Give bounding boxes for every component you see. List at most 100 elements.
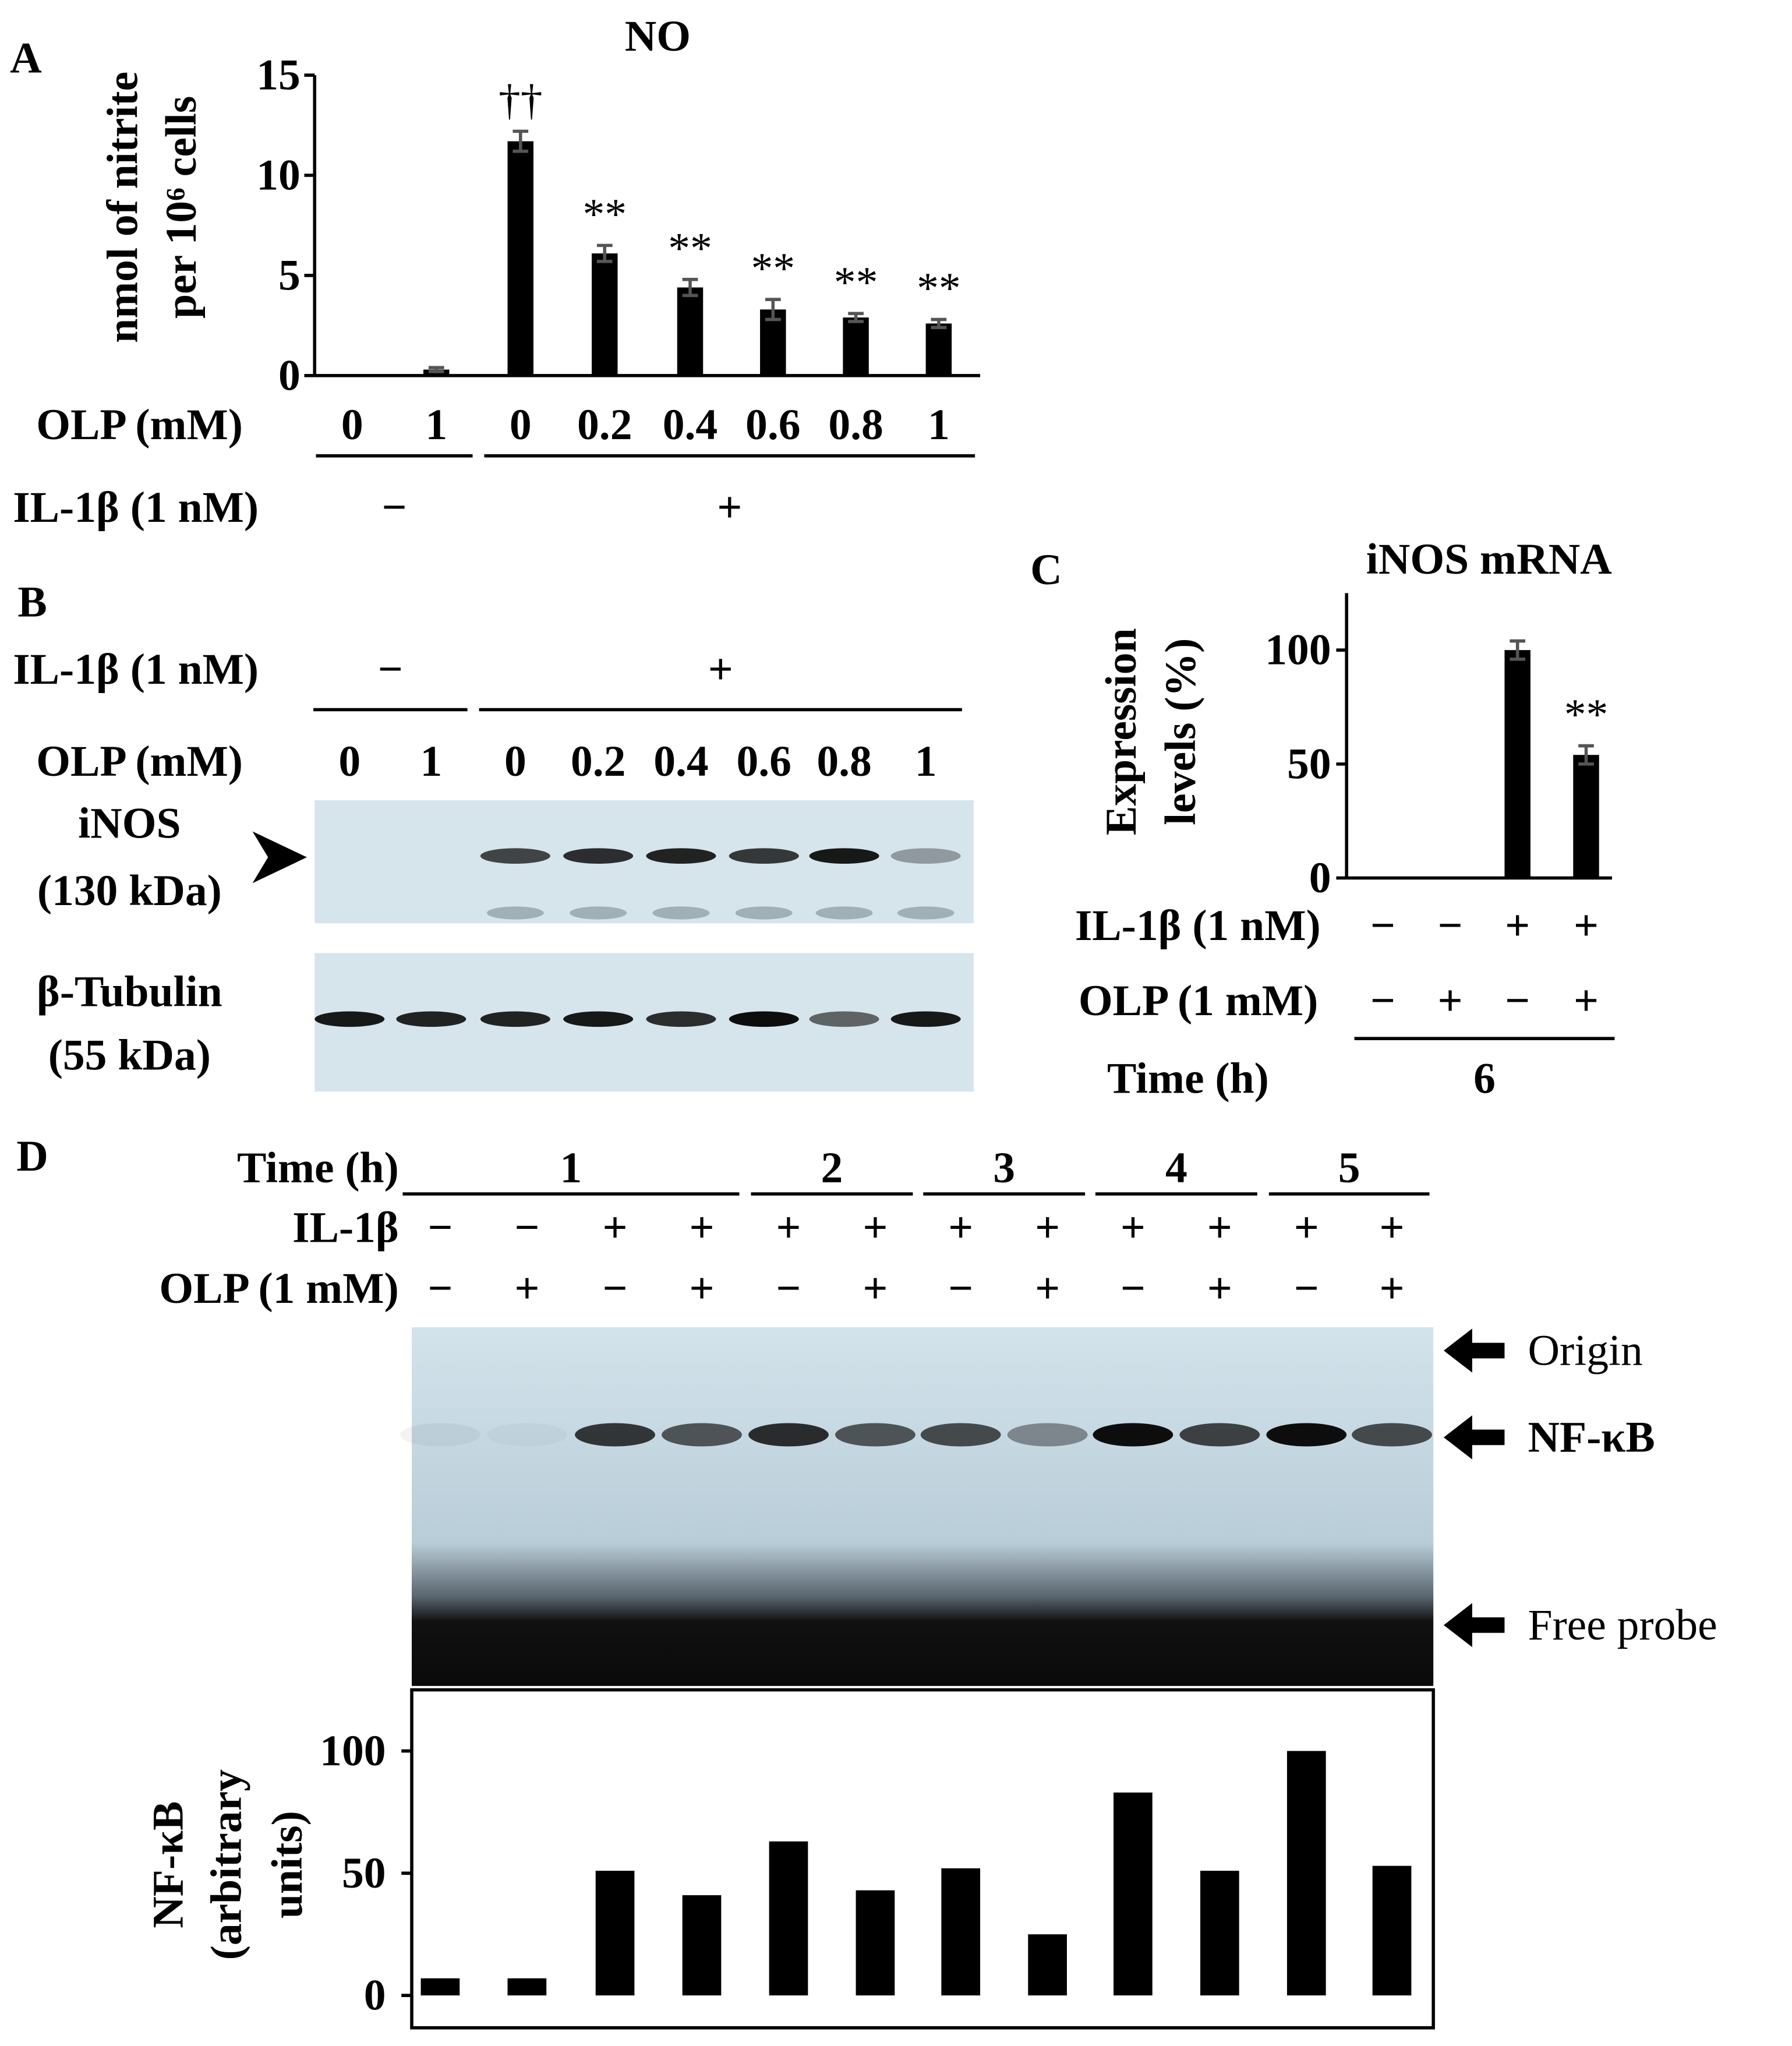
row-sign: 1 xyxy=(420,737,442,786)
row-sign: + xyxy=(514,1264,539,1313)
y-tick-label: 10 xyxy=(256,151,301,200)
row-sign: − xyxy=(427,1203,453,1252)
row-group: 6 xyxy=(1473,1055,1496,1103)
row-sign: 1 xyxy=(915,737,937,786)
row-sign: + xyxy=(1294,1203,1319,1252)
y-tick-label: 0 xyxy=(278,351,301,400)
bar xyxy=(1028,1934,1067,1996)
row-sign: − xyxy=(1438,902,1463,950)
bar xyxy=(769,1841,808,1996)
gel xyxy=(411,1327,1434,1686)
row-sign: − xyxy=(948,1264,973,1313)
gel-band xyxy=(1007,1423,1088,1447)
significance: ** xyxy=(751,244,796,292)
y-tick-label: 100 xyxy=(1265,626,1331,674)
y-axis-label: units) xyxy=(263,1811,312,1918)
blot-band xyxy=(815,906,873,920)
x-tick-label: 0.8 xyxy=(828,401,883,449)
row-group: 3 xyxy=(993,1144,1015,1192)
row-sign: + xyxy=(1505,902,1530,950)
gel-band xyxy=(748,1423,829,1447)
x-tick-label: 1 xyxy=(425,401,447,449)
row-sign: + xyxy=(689,1203,714,1252)
bar xyxy=(420,1978,460,1996)
row-sign: 0.2 xyxy=(571,737,625,786)
band-label: (130 kDa) xyxy=(37,867,222,915)
row-group: 2 xyxy=(821,1144,843,1192)
error-bar xyxy=(1510,639,1526,661)
blot-band xyxy=(890,1011,961,1027)
row-sign: − xyxy=(427,1264,453,1313)
bar xyxy=(1286,1751,1326,1996)
row-label: Time (h) xyxy=(1107,1055,1269,1103)
bar xyxy=(507,1978,547,1996)
y-tick-label: 50 xyxy=(1287,740,1331,788)
bar xyxy=(677,287,704,376)
plot-frame xyxy=(410,1688,1435,2030)
row-sign: − xyxy=(1505,977,1530,1025)
row-label: IL-1β (1 nM) xyxy=(13,483,259,532)
error-bar xyxy=(596,243,613,263)
row-label: OLP (mM) xyxy=(36,737,243,786)
blot-band xyxy=(729,1011,799,1027)
row-sign: 0 xyxy=(504,737,526,786)
row-sign: − xyxy=(1121,1264,1146,1313)
error-bar xyxy=(428,366,444,373)
x-tick-label: 0 xyxy=(510,401,532,449)
y-tick-label: 100 xyxy=(320,1727,386,1775)
arrow xyxy=(1443,1415,1505,1460)
bar xyxy=(1504,650,1531,878)
band-marker: Origin xyxy=(1528,1326,1642,1374)
row-group: + xyxy=(708,645,733,694)
y-tick-label: 0 xyxy=(364,1971,386,2020)
arrow xyxy=(1443,1603,1505,1648)
panel-label: A xyxy=(10,34,42,83)
row-sign: + xyxy=(776,1203,801,1252)
gel-band xyxy=(487,1423,567,1446)
bar xyxy=(925,323,952,376)
row-sign: 0 xyxy=(338,737,360,786)
row-sign: − xyxy=(514,1203,539,1252)
gel-band xyxy=(400,1423,480,1447)
significance: ** xyxy=(582,190,627,238)
blot-band xyxy=(735,906,793,920)
row-sign: 0.4 xyxy=(653,737,708,786)
row-group: 4 xyxy=(1165,1144,1187,1192)
row-group: − xyxy=(378,645,403,694)
row-sign: 0.8 xyxy=(817,737,871,786)
y-tick-label: 5 xyxy=(278,251,301,299)
blot-band xyxy=(396,1011,466,1027)
row-group: 5 xyxy=(1338,1144,1360,1192)
blot-band xyxy=(652,906,710,920)
error-bar xyxy=(682,278,698,298)
band-label: (55 kDa) xyxy=(48,1031,211,1080)
y-axis-label: Expression xyxy=(1097,628,1146,835)
blot-band xyxy=(809,1011,879,1027)
y-axis-label: per 10⁶ cells xyxy=(157,96,206,319)
row-sign: + xyxy=(948,1203,973,1252)
x-tick-label: 0.2 xyxy=(577,401,632,449)
gel-band xyxy=(662,1423,742,1447)
y-tick-label: 0 xyxy=(1309,854,1331,902)
significance: ** xyxy=(1564,691,1609,739)
arrow xyxy=(1443,1328,1505,1373)
x-tick-label: 1 xyxy=(928,401,950,449)
row-sign: + xyxy=(863,1264,888,1313)
x-tick-label: 0 xyxy=(341,401,363,449)
row-sign: − xyxy=(1370,902,1395,950)
gel-band xyxy=(1179,1423,1260,1447)
error-bar xyxy=(765,298,781,321)
blot-band xyxy=(563,848,634,864)
row-sign: − xyxy=(776,1264,801,1313)
row-sign: + xyxy=(689,1264,714,1313)
arrow xyxy=(252,831,307,884)
x-tick-label: 0.4 xyxy=(663,401,717,449)
panel-label: B xyxy=(17,578,47,626)
y-axis-label: (arbitrary xyxy=(203,1769,251,1960)
y-axis-label: levels (%) xyxy=(1157,638,1205,825)
blot-band xyxy=(809,848,879,864)
gel-band xyxy=(1352,1423,1432,1447)
row-label: IL-1β xyxy=(292,1203,399,1252)
